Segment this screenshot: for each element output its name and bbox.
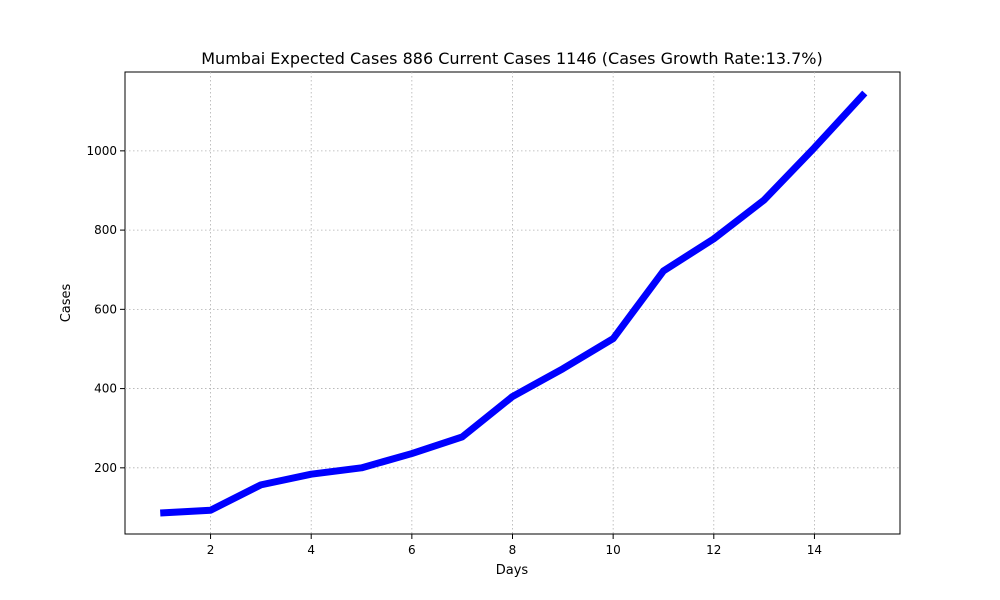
grid-lines (125, 72, 900, 534)
x-tick-label: 4 (307, 543, 315, 557)
x-tick-label: 8 (509, 543, 517, 557)
x-tick-label: 2 (207, 543, 215, 557)
x-tick-label: 10 (606, 543, 621, 557)
y-tick-label: 1000 (86, 144, 117, 158)
y-tick-label: 800 (94, 223, 117, 237)
y-tick-label: 400 (94, 382, 117, 396)
series-group (160, 90, 868, 517)
y-tick-label: 200 (94, 461, 117, 475)
chart-title: Mumbai Expected Cases 886 Current Cases … (201, 49, 823, 68)
y-axis-label: Cases (59, 283, 74, 322)
x-tick-label: 6 (408, 543, 416, 557)
series-line (160, 90, 868, 517)
axis-ticks: 2 4 6 8 10 12 14 200 400 600 800 1000 (86, 144, 822, 557)
x-tick-label: 14 (807, 543, 822, 557)
x-tick-label: 12 (706, 543, 721, 557)
x-axis-label: Days (496, 563, 529, 578)
y-tick-label: 600 (94, 302, 117, 316)
